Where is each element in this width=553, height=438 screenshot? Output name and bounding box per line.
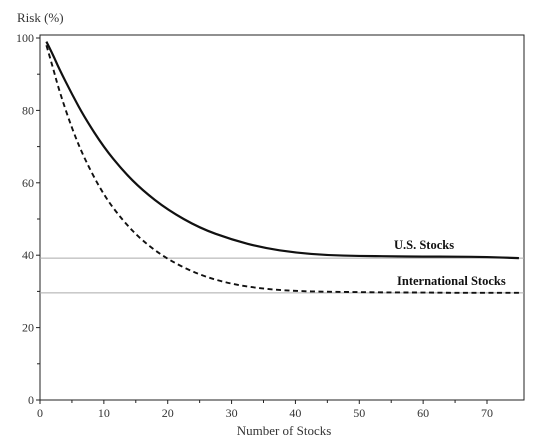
series-line-international-stocks [45,44,519,294]
x-axis-title: Number of Stocks [237,423,332,438]
y-tick-label: 20 [22,321,34,335]
y-axis-title: Risk (%) [17,10,64,25]
plot-area-frame [39,34,525,401]
x-tick-label: 30 [226,406,238,420]
y-tick-label: 60 [22,176,34,190]
series-line-u-s-stocks [45,41,519,260]
series-label-u-s-stocks: U.S. Stocks [394,238,454,252]
x-tick-label: 20 [162,406,174,420]
x-tick-label: 70 [481,406,493,420]
series-annotations: U.S. Stocks International Stocks [394,238,506,288]
x-tick-label: 10 [98,406,110,420]
y-axis-ticks: 0 20 40 60 80 100 [16,31,40,407]
series-lines [45,41,519,294]
x-tick-label: 60 [417,406,429,420]
y-tick-label: 80 [22,103,34,117]
x-tick-label: 0 [37,406,43,420]
x-axis-ticks: 0 10 20 30 40 50 60 70 [37,400,493,420]
y-tick-label: 40 [22,248,34,262]
series-label-international-stocks: International Stocks [397,274,506,288]
reference-lines [40,257,524,294]
y-tick-label: 100 [16,31,34,45]
x-tick-label: 40 [289,406,301,420]
x-tick-label: 50 [353,406,365,420]
y-tick-label: 0 [28,393,34,407]
